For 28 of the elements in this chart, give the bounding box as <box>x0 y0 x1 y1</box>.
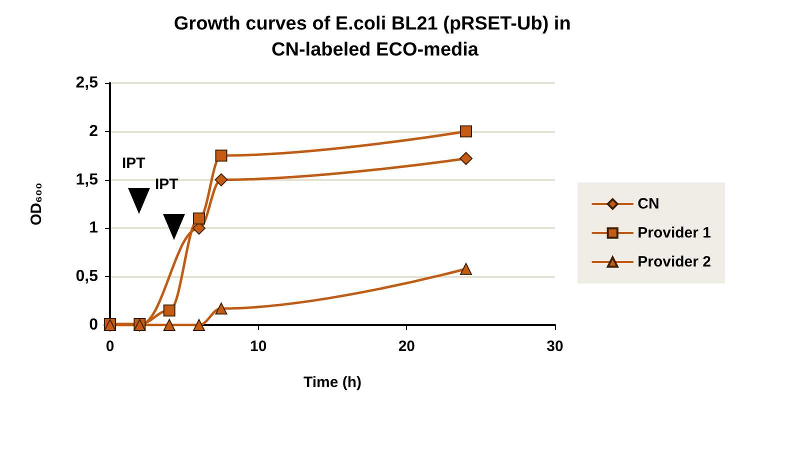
annotation: IPT <box>122 155 146 172</box>
annotation: IPT <box>155 176 178 193</box>
point <box>460 125 472 138</box>
y-tick-label: 2 <box>89 122 98 140</box>
point <box>460 262 472 275</box>
y-tick-label: 1,5 <box>76 171 98 188</box>
y-tick-label: 0,5 <box>76 268 98 286</box>
y-tick-label: 1 <box>89 220 98 237</box>
point <box>163 304 176 316</box>
point <box>193 212 205 225</box>
legend-label: Provider 1 <box>638 224 712 242</box>
legend-label: CN <box>638 196 660 212</box>
point <box>215 150 228 162</box>
point <box>163 319 176 331</box>
x-axis-title: Time (h) <box>303 374 362 391</box>
point <box>214 173 228 186</box>
point <box>193 319 205 331</box>
point <box>215 302 228 315</box>
y-tick-label: 0 <box>89 316 98 334</box>
y-axis-title: OD₆₀₀ <box>28 182 45 226</box>
point <box>460 152 472 166</box>
x-tick-label: 0 <box>106 338 114 355</box>
chart-title: Growth curves of E.coli BL21 (pRSET-Ub) in CN-labeled ECO-media <box>174 14 576 60</box>
x-tick-label: 30 <box>546 338 564 355</box>
legend-label: Provider 2 <box>638 254 712 270</box>
y-tick-label: 2,5 <box>76 74 98 92</box>
x-tick-label: 10 <box>250 338 267 355</box>
x-tick-label: 20 <box>398 338 416 355</box>
